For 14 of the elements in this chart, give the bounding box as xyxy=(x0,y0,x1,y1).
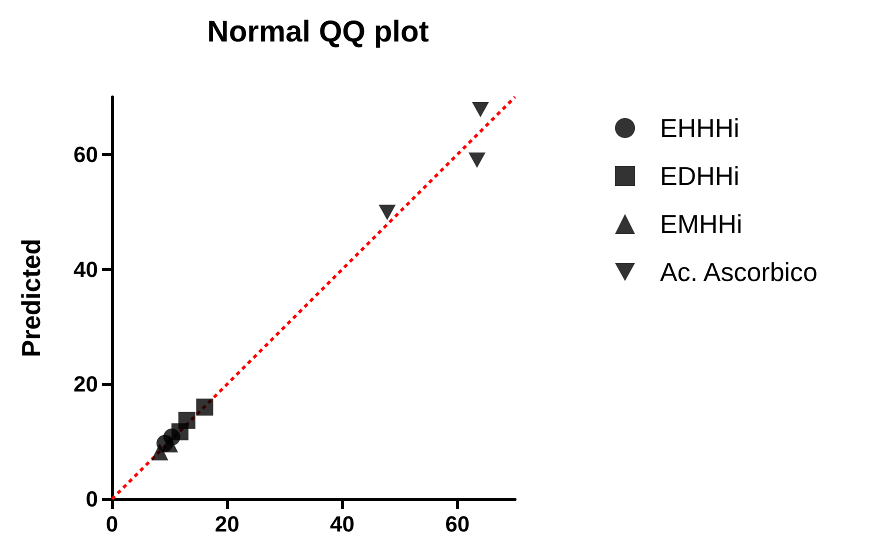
y-axis-title: Predicted xyxy=(16,238,46,358)
legend-label: EMHHi xyxy=(660,209,742,239)
y-tick-label: 0 xyxy=(86,486,98,512)
x-tick-label: 40 xyxy=(330,512,355,536)
legend-label: EHHHi xyxy=(660,113,740,143)
legend-label: Ac. Ascorbico xyxy=(660,257,818,287)
x-tick-label: 20 xyxy=(214,512,240,536)
legend-label: EDHHi xyxy=(660,161,740,191)
y-tick-label: 40 xyxy=(74,256,98,282)
x-tick-label: 60 xyxy=(445,512,470,536)
x-tick-label: 0 xyxy=(106,512,118,536)
y-tick-label: 20 xyxy=(74,372,98,397)
chart-title: Normal QQ plot xyxy=(207,16,429,48)
y-tick-label: 60 xyxy=(74,142,98,167)
